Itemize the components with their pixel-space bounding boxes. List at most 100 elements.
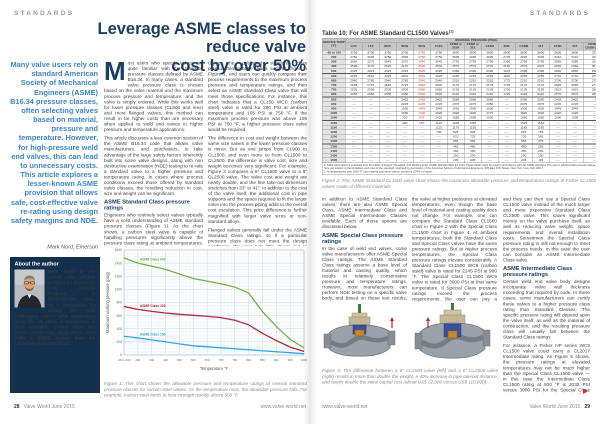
- series-label: ASME Class 150: [140, 332, 166, 336]
- table-row: 1100 ---- ---- ---- 480 550 1110 1205 1325 ---- --…: [322, 120, 596, 126]
- material-column-header: WC9: [413, 42, 431, 51]
- svg-text:Maximum working pressure (psig: Maximum working pressure (psig): [105, 271, 110, 333]
- series-asme-class-150: [123, 335, 305, 355]
- material-column-header: C12A: [430, 42, 448, 51]
- table-row: 400 3520 3170 3520 3170 3520 3530 2570 2570 2570 2…: [322, 63, 596, 69]
- svg-text:1000: 1000: [115, 288, 123, 292]
- table10-wrap: SERVICE TEMP (°F) WORKING PRESSURE (PSIG)…: [322, 38, 596, 176]
- table-row: 650 2940 2785 2940 2785 2940 2940 2210 2210 2210 1…: [322, 78, 596, 84]
- paragraph: In the case of weld end valves, some val…: [322, 245, 407, 303]
- svg-text:750: 750: [232, 358, 237, 362]
- about-text: Mark Nord is the control valve solution …: [14, 268, 96, 347]
- material-column-header: LF2: [362, 42, 380, 51]
- issue-right: Valve World June 2015: [529, 404, 581, 410]
- table-row: 1150 ---- ---- ---- ---- ---- 1110 1170 1185 ----…: [322, 125, 596, 131]
- figure3-valve-diagrams: [322, 302, 498, 366]
- table-row: 850 ---- ---- ---- 2425 2425 2425 2080 2080 2080-…: [322, 96, 596, 103]
- pressure-cell: 2710: [582, 82, 596, 88]
- table-row: 1000 ---- ---- ---- 1090 1420 1820 1820 1820 1770…: [322, 110, 596, 116]
- svg-text:400: 400: [163, 358, 168, 362]
- right-body-column-3: and they can then use a Special Class CL…: [503, 196, 590, 394]
- svg-text:850: 850: [260, 358, 265, 362]
- svg-text:700: 700: [219, 358, 224, 362]
- table-row: 1500 ---- ---- ---- ---- ---- ---- 205 205 ---- --…: [322, 157, 596, 163]
- paragraph: Certain weld end valve body designs inco…: [503, 278, 590, 340]
- page-number-left: 28: [14, 404, 20, 410]
- table-row: 1200 ---- ---- ---- ---- ---- 730 825 825 ---- ---…: [322, 129, 596, 135]
- material-column-header: WCB: [396, 42, 414, 51]
- series-asme-class-600: [123, 257, 305, 349]
- figure3-caption-wrap: Figure 3: The difference between a 6" CL…: [322, 368, 498, 403]
- dropcap: M: [104, 60, 126, 86]
- paragraph: Engineers who routinely select valves ty…: [104, 212, 203, 246]
- right-body-column-1: In addition to ASME Standard Class valve…: [322, 196, 407, 303]
- website-right[interactable]: www.valve-world.net: [322, 404, 368, 410]
- issue-left: Valve World June 2015: [23, 404, 75, 410]
- pressure-cell: ----: [582, 110, 596, 116]
- svg-text:400: 400: [116, 327, 122, 331]
- about-the-author-box: About the author: [10, 257, 100, 393]
- figure1-chart: 0 200 400 600 800 1000 1200 1400 1600 -20 to 100 2…: [104, 246, 308, 378]
- material-column-header: 316L: [498, 42, 516, 51]
- byline-wrap: Mark Nord, Emerson: [10, 244, 98, 256]
- svg-text:Temperature °F: Temperature °F: [200, 366, 229, 371]
- section-label-right: STANDARDS: [529, 10, 590, 17]
- table-title-footnote-ref: (1): [448, 29, 454, 34]
- pressure-cell: 2660: [582, 87, 596, 93]
- paragraph: For instance, a Fisher HP series WC9 CL1…: [503, 342, 590, 394]
- figure1-line-chart: 0 200 400 600 800 1000 1200 1400 1600 -20 to 100 2…: [105, 248, 308, 371]
- series-asme-class-300: [123, 305, 305, 353]
- footer-right: www.valve-world.net Valve World June 201…: [322, 404, 590, 415]
- pressure-cell: ----: [582, 101, 596, 107]
- series-label: ASME Class 300: [140, 304, 166, 308]
- subheading: ASME Intermediate Class pressure ratings: [503, 265, 573, 278]
- author-photo-illustration: [14, 269, 45, 308]
- table-row: 750 2535 2505 2535 2505 2660 2660 2135 2135 2135 1…: [322, 87, 596, 93]
- footer-left: 28 Valve World June 2015 www.valve-world.…: [14, 404, 306, 415]
- standfirst: Many valve users rely on standard Americ…: [10, 60, 98, 225]
- paragraph: the valve at higher pressures at elevate…: [412, 196, 497, 303]
- table-row: 1400 ---- ---- ---- ---- ---- ---- 360 380 ---- --…: [322, 148, 596, 154]
- svg-text:650: 650: [205, 358, 210, 362]
- page-number-right: 29: [584, 404, 590, 410]
- about-title: About the author: [14, 261, 59, 267]
- pressure-cell: 3070: [582, 63, 596, 69]
- material-column-header: 317: [532, 42, 550, 51]
- valve-cross-section-left: [323, 304, 396, 357]
- svg-text:600: 600: [116, 314, 122, 318]
- svg-text:900: 900: [274, 358, 279, 362]
- svg-text:200: 200: [135, 358, 140, 362]
- figure1-caption: Figure 1: This chart shows the allowable…: [104, 381, 307, 398]
- svg-text:1200: 1200: [115, 274, 123, 278]
- subheading: ASME Standard Class pressure ratings: [104, 199, 190, 212]
- material-column-header: LCC: [345, 42, 363, 51]
- website-left[interactable]: www.valve-world.net: [260, 404, 306, 410]
- paragraph: This article discusses a less common sec…: [104, 135, 203, 197]
- series-label: ASME Class 600: [140, 258, 166, 262]
- table-row: 600 3025 2840 3025 2840 3025 3025 2255 2255 2255 1…: [322, 73, 596, 79]
- pressure-cell: 2755: [582, 78, 596, 84]
- section-label-left: STANDARDS: [14, 10, 75, 17]
- figure2-caption: Figure 2: This ASME Standard CL1500 valv…: [322, 178, 596, 189]
- material-column-header: CF8M or 316H: [447, 42, 465, 51]
- svg-text:1600: 1600: [115, 248, 123, 252]
- left-body-column-2: Using the published standard class press…: [208, 60, 307, 246]
- page-title-line2: cost by over 50%: [171, 56, 306, 75]
- svg-text:600: 600: [191, 358, 196, 362]
- svg-text:-20 to 100: -20 to 100: [117, 358, 130, 362]
- material-column-header: CG8M: [515, 42, 533, 51]
- valve-cross-section-right: [414, 303, 491, 359]
- svg-text:950: 950: [288, 358, 293, 362]
- pressure-cell: ----: [582, 157, 596, 163]
- paragraph: Flanged valves generally fall under the …: [208, 226, 307, 246]
- author-photo: [14, 269, 45, 308]
- right-body-column-2: the valve at higher pressures at elevate…: [412, 196, 497, 303]
- table-row: 950 ---- ---- ---- 1595 1945 1945 1930 1930 1930-…: [322, 106, 596, 112]
- page-title: Leverage ASME classes to reduce valve co…: [60, 20, 307, 75]
- valve-cross-sections: [323, 303, 491, 359]
- table-title: Table 10: For ASME Standard CL1500 Valve…: [322, 29, 454, 37]
- figure2-caption-wrap: Figure 2: This ASME Standard CL1500 valv…: [322, 178, 596, 201]
